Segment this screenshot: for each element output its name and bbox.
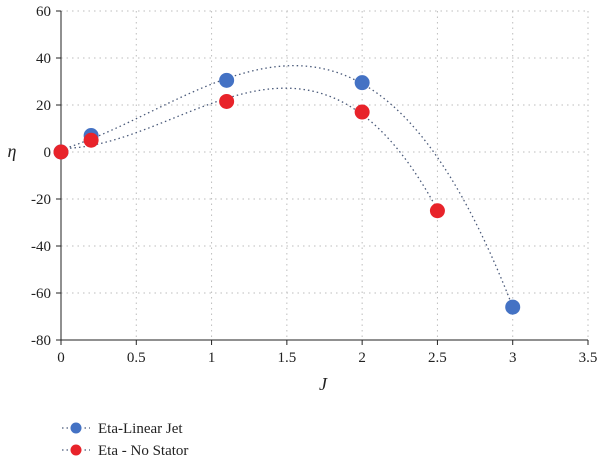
x-tick-label: 0.5 bbox=[127, 350, 146, 366]
x-tick-label: 0 bbox=[57, 350, 65, 366]
x-tick-label: 1.5 bbox=[277, 350, 296, 366]
trendline-1 bbox=[60, 64, 514, 308]
y-tick-label: -60 bbox=[31, 286, 51, 302]
grid-lines bbox=[61, 10, 589, 340]
series-2-point bbox=[219, 93, 235, 109]
series-2-point bbox=[53, 144, 69, 160]
y-axis-label: η bbox=[8, 141, 17, 161]
trendline-2 bbox=[60, 87, 438, 211]
trendlines bbox=[60, 64, 514, 308]
series-1-point bbox=[354, 75, 370, 91]
y-tick-label: -80 bbox=[31, 333, 51, 349]
series-2-point bbox=[354, 104, 370, 120]
legend: Eta-Linear Jet Eta - No Stator bbox=[62, 421, 188, 459]
legend-label: Eta-Linear Jet bbox=[98, 421, 183, 437]
series-2-point bbox=[83, 132, 99, 148]
legend-marker bbox=[70, 444, 82, 456]
x-axis-label: J bbox=[319, 374, 328, 394]
legend-marker bbox=[70, 422, 82, 434]
y-tick-label: -20 bbox=[31, 192, 51, 208]
x-tick-label: 2.5 bbox=[428, 350, 447, 366]
y-tick-label: 0 bbox=[44, 145, 52, 161]
y-tick-label: 40 bbox=[36, 51, 51, 67]
series-1-point bbox=[219, 72, 235, 88]
y-tick-label: 60 bbox=[36, 4, 51, 20]
y-tick-label: -40 bbox=[31, 239, 51, 255]
tick-labels: 0 0.5 1 1.5 2 2.5 3 3.5 60 40 20 0 -20 -40 -60 -80 bbox=[31, 4, 597, 366]
y-tick-label: 20 bbox=[36, 98, 51, 114]
x-tick-label: 3.5 bbox=[579, 350, 598, 366]
series-2-point bbox=[429, 203, 445, 219]
data-points bbox=[53, 72, 521, 315]
x-tick-label: 2 bbox=[358, 350, 366, 366]
x-tick-label: 1 bbox=[208, 350, 216, 366]
x-tick-label: 3 bbox=[509, 350, 517, 366]
series-1-point bbox=[505, 299, 521, 315]
legend-label: Eta - No Stator bbox=[98, 443, 188, 459]
